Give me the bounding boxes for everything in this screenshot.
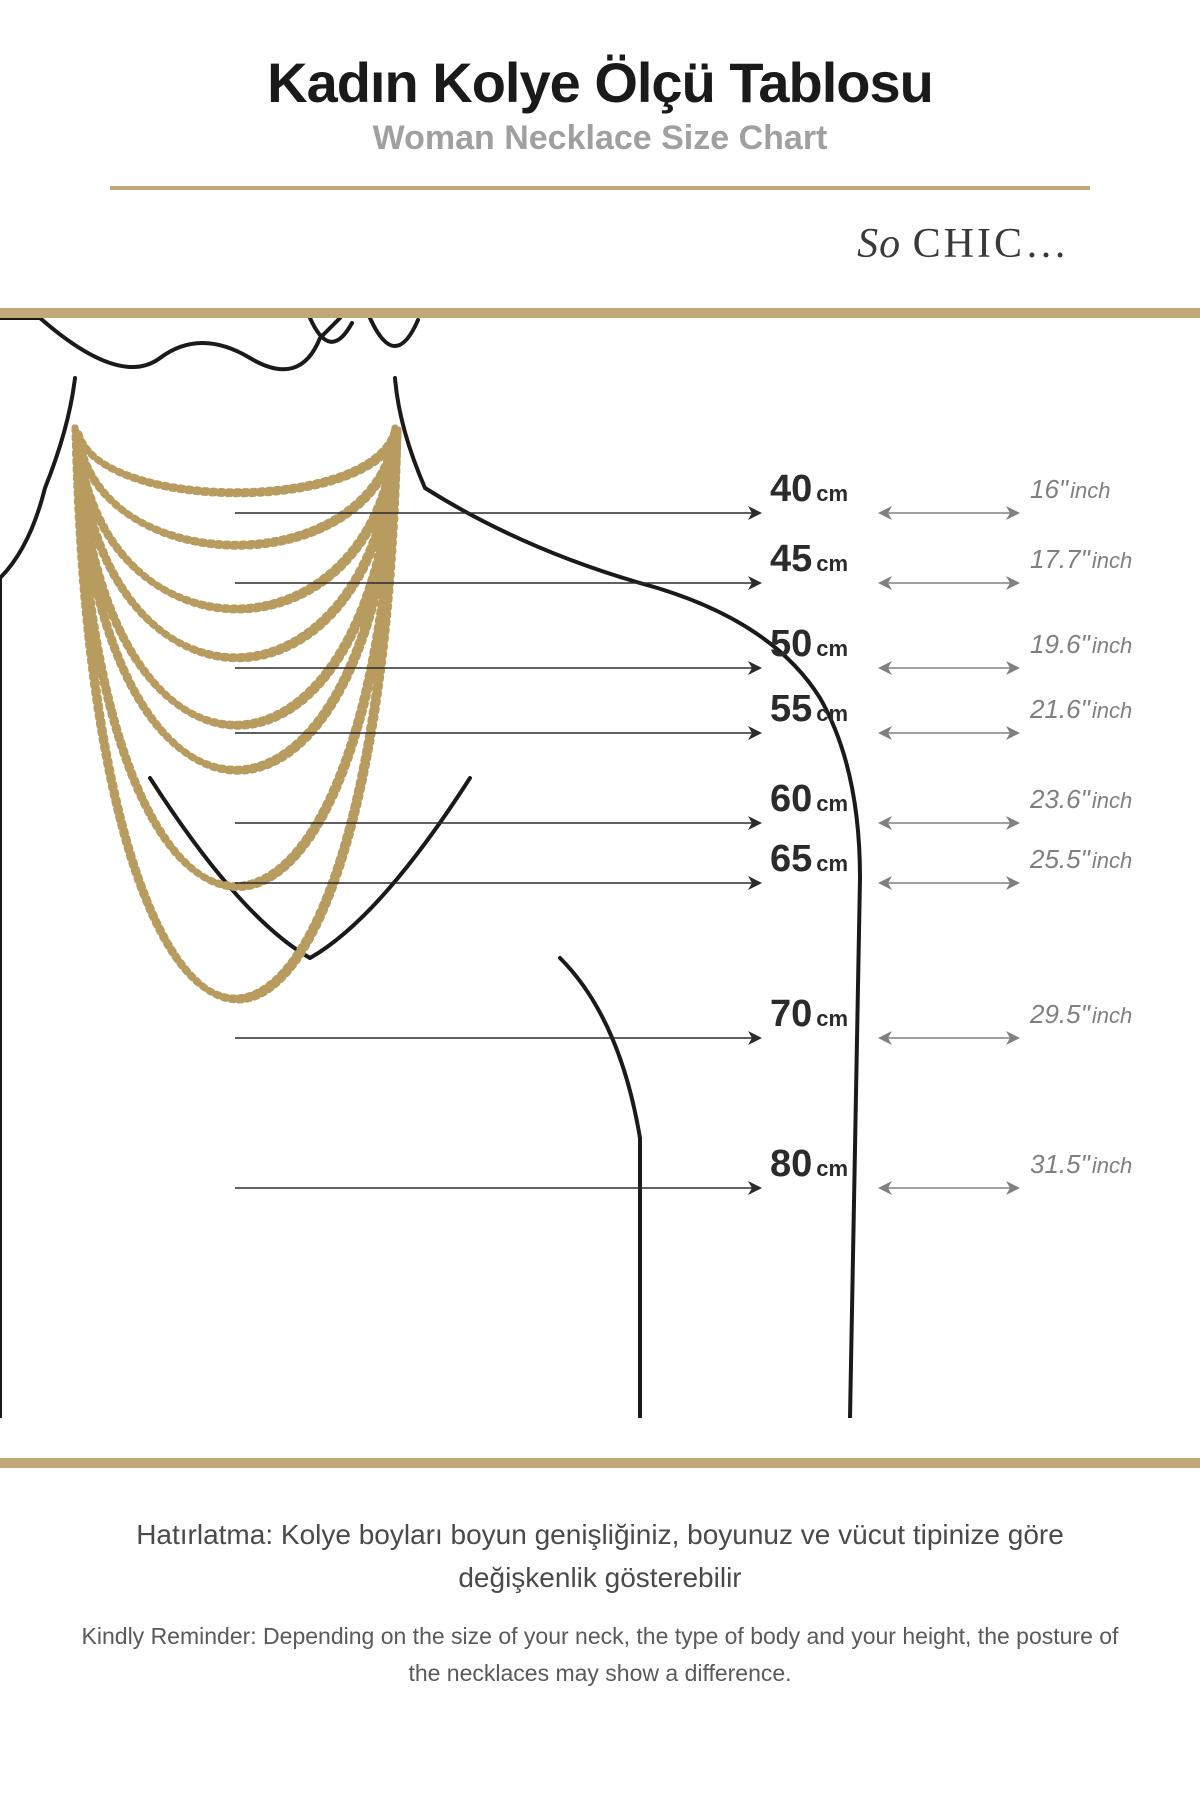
reminder-tr: Hatırlatma: Kolye boyları boyun genişliğ… (80, 1513, 1120, 1600)
diagram-svg (0, 318, 1200, 1418)
divider-top (0, 308, 1200, 318)
page-subtitle: Woman Necklace Size Chart (0, 119, 1200, 158)
reminder-en: Kindly Reminder: Depending on the size o… (80, 1618, 1120, 1692)
brand-chic: CHIC… (913, 221, 1070, 267)
page-title: Kadın Kolye Ölçü Tablosu (0, 50, 1200, 115)
divider-bottom (0, 1458, 1200, 1468)
brand-wrap: So CHIC… (0, 190, 1200, 268)
size-diagram: 40cm16"inch45cm17.7"inch50cm19.6"inch55c… (0, 318, 1200, 1418)
brand-logo: So CHIC… (857, 221, 1070, 267)
footer: Hatırlatma: Kolye boyları boyun genişliğ… (0, 1468, 1200, 1691)
header: Kadın Kolye Ölçü Tablosu Woman Necklace … (0, 0, 1200, 318)
brand-so: So (857, 221, 913, 267)
